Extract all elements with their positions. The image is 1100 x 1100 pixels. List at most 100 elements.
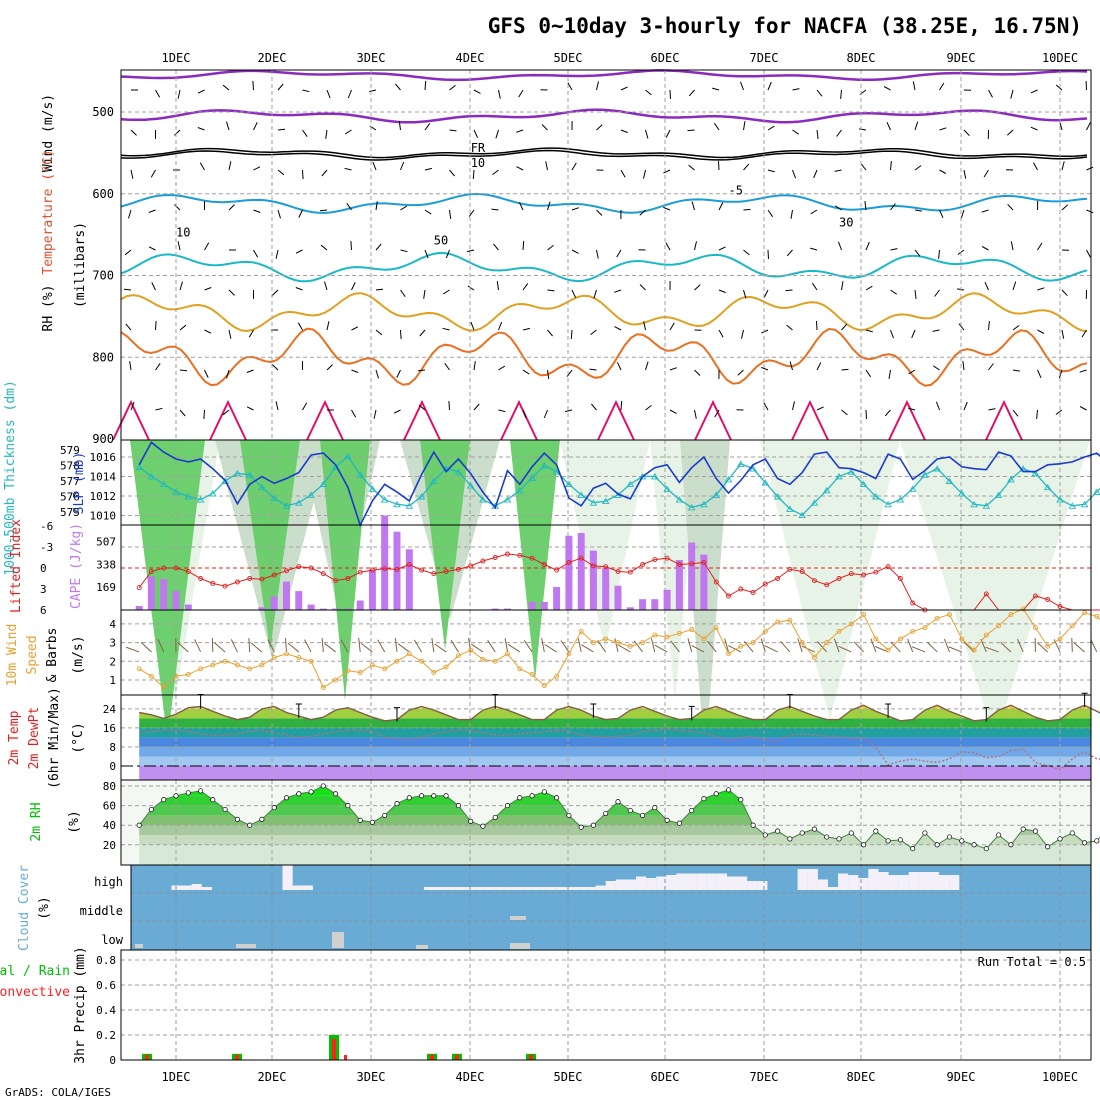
- date-label-bottom: 9DEC: [947, 1070, 976, 1084]
- wind-speed-marker: [959, 636, 965, 642]
- wind-barb: [1058, 369, 1063, 379]
- wind-barb: [325, 129, 328, 139]
- wind-barb-10m: [1000, 642, 1012, 653]
- wind-barb-10m: [358, 637, 361, 653]
- upper-air-panel: -5FRFRFR-5510101030105030305006007008009…: [41, 69, 1094, 760]
- wind-speed-marker: [480, 656, 486, 662]
- wind-barb: [246, 369, 254, 373]
- wind-barb: [860, 163, 867, 171]
- wind-barb: [448, 400, 450, 411]
- wind-speed-marker: [136, 666, 142, 672]
- thickness-marker: [417, 493, 426, 500]
- wind-speed-marker: [284, 651, 289, 657]
- date-label-top: 7DEC: [750, 51, 779, 65]
- wind-barb: [179, 324, 187, 331]
- thickness-marker: [626, 480, 635, 488]
- precip-tick: 0: [109, 1054, 116, 1067]
- wind-barb-10m: [560, 640, 570, 653]
- li-marker: [210, 580, 216, 586]
- rh-tick: 20: [103, 839, 116, 852]
- rh-tick: 40: [103, 819, 116, 832]
- rh-marker: [1094, 838, 1100, 844]
- pressure-tick: 600: [92, 187, 114, 201]
- wind-barb: [129, 361, 132, 371]
- thickness-marker: [675, 496, 684, 503]
- contour-label: 10: [176, 225, 190, 239]
- wind-barb: [811, 282, 818, 291]
- wind-barb: [865, 369, 872, 378]
- wind-barb-10m: [450, 639, 459, 653]
- cloud-axis-label: Cloud Cover: [17, 865, 32, 951]
- wind-barb: [914, 249, 921, 257]
- wind-barb: [939, 169, 947, 174]
- wind-barb: [344, 129, 352, 135]
- wind-speed-marker: [492, 658, 498, 664]
- thickness-marker: [196, 496, 205, 503]
- wind-barb: [228, 161, 232, 171]
- wind-barb: [150, 169, 156, 178]
- upper-bg: [121, 70, 1091, 440]
- cape-bar: [663, 589, 671, 611]
- wind-axis-label-unit: (m/s): [71, 635, 86, 674]
- wind-barb-10m: [780, 641, 791, 653]
- cloud-low-bar: [510, 943, 530, 949]
- temp-contour-minus10: [120, 69, 1088, 82]
- cape-bar: [540, 601, 548, 610]
- li-marker: [406, 562, 412, 567]
- cloud-level-label: low: [101, 933, 123, 947]
- wind-barb-10m: [764, 645, 778, 653]
- wind-barb: [864, 201, 867, 211]
- thickness-marker: [663, 485, 671, 492]
- rh-marker: [222, 806, 228, 813]
- thickness-tick: 575: [60, 506, 80, 519]
- wind-speed-marker: [640, 640, 646, 646]
- wind-barb: [981, 246, 989, 251]
- wind-barb: [125, 323, 132, 331]
- slp-tick: 1012: [90, 490, 117, 503]
- thickness-marker: [405, 502, 414, 509]
- precip-conv-bar: [145, 1054, 149, 1060]
- cape-bar: [319, 608, 327, 610]
- wind-barb: [522, 369, 530, 375]
- wind-barb: [1036, 409, 1038, 419]
- freezing-level-line-1: [120, 147, 1088, 159]
- thickness-marker: [454, 468, 463, 475]
- wind-speed-marker: [468, 647, 474, 653]
- li-marker: [480, 558, 486, 564]
- cape-panel: -6 -3 0 3 6 507 338 169 Lifted Index CAPE (J/kg): [9, 515, 1100, 617]
- cloud-high-bar: [696, 873, 707, 890]
- wind-barb-10m: [541, 638, 545, 653]
- rh-band: [139, 835, 1091, 845]
- wind-barb-10m: [340, 639, 349, 653]
- wind-speed-marker: [369, 662, 375, 668]
- wind-barb: [616, 362, 622, 371]
- cape-bar: [393, 531, 401, 610]
- rh-marker: [173, 793, 179, 799]
- wind-barb: [522, 283, 529, 291]
- wind-speed-marker: [996, 623, 1002, 629]
- wind-barb: [663, 169, 671, 174]
- thickness-marker: [258, 483, 266, 491]
- wind-barb: [275, 401, 279, 411]
- cape-tick: 169: [96, 581, 116, 594]
- li-marker: [136, 585, 142, 591]
- wind-barb: [981, 209, 989, 213]
- rh-marker: [431, 793, 437, 799]
- wind-barb-10m: [670, 640, 680, 653]
- rh-tick: 80: [103, 780, 116, 793]
- precip-tick: 0.8: [96, 954, 116, 967]
- wind-barb: [596, 249, 599, 259]
- wind-barb: [792, 129, 799, 135]
- cloud-high-bar: [434, 887, 445, 890]
- wind-barb: [1055, 84, 1063, 91]
- rh-marker: [1082, 840, 1088, 846]
- cape-bar: [528, 601, 536, 610]
- wind-barb: [687, 129, 695, 132]
- wind-speed-marker: [787, 617, 793, 623]
- thickness-marker: [798, 511, 806, 519]
- date-label-bottom: 3DEC: [357, 1070, 386, 1084]
- wind-barb: [302, 129, 308, 137]
- wind-barb: [1061, 289, 1068, 297]
- thickness-marker: [773, 493, 782, 500]
- wind-barb: [761, 366, 769, 371]
